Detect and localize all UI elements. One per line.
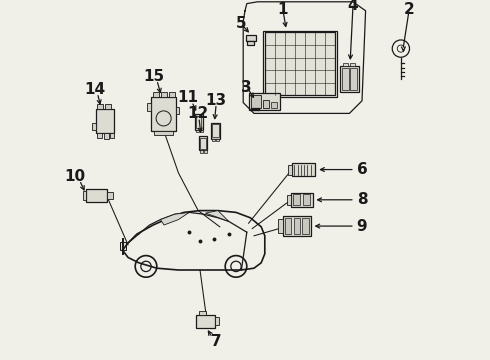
Bar bbox=[249, 93, 280, 110]
Bar bbox=[161, 92, 167, 97]
Bar bbox=[212, 139, 215, 141]
Bar bbox=[153, 92, 159, 97]
Text: 4: 4 bbox=[348, 0, 358, 13]
Bar bbox=[288, 195, 291, 205]
Bar bbox=[92, 123, 96, 130]
Bar bbox=[196, 315, 215, 328]
Text: 8: 8 bbox=[357, 192, 368, 207]
Text: 6: 6 bbox=[357, 162, 368, 177]
Bar bbox=[265, 32, 335, 95]
Bar bbox=[216, 139, 219, 141]
Text: 13: 13 bbox=[206, 93, 227, 108]
Bar bbox=[342, 68, 349, 90]
Bar bbox=[196, 116, 201, 128]
Text: 14: 14 bbox=[84, 82, 105, 97]
Bar bbox=[291, 193, 313, 207]
Text: 12: 12 bbox=[187, 106, 208, 121]
Bar bbox=[169, 92, 175, 97]
Bar bbox=[343, 63, 348, 66]
Bar bbox=[199, 136, 207, 150]
Bar bbox=[97, 104, 103, 109]
Bar bbox=[247, 41, 254, 45]
Bar bbox=[278, 219, 283, 233]
Bar bbox=[350, 63, 355, 66]
Polygon shape bbox=[160, 212, 189, 225]
Bar bbox=[97, 133, 102, 138]
Bar bbox=[215, 317, 220, 325]
Bar bbox=[200, 138, 206, 149]
Bar bbox=[147, 103, 151, 111]
Bar bbox=[176, 107, 179, 114]
Bar bbox=[86, 189, 107, 202]
Bar bbox=[154, 131, 173, 135]
Bar bbox=[293, 194, 300, 205]
Text: 10: 10 bbox=[65, 169, 86, 184]
Bar bbox=[195, 114, 202, 130]
Bar bbox=[292, 163, 315, 176]
Bar bbox=[288, 165, 292, 175]
Text: 2: 2 bbox=[403, 1, 414, 17]
Text: 15: 15 bbox=[144, 69, 165, 84]
Bar bbox=[271, 102, 277, 108]
Bar bbox=[204, 150, 207, 153]
Bar bbox=[283, 216, 311, 236]
Bar bbox=[110, 133, 114, 138]
Text: 5: 5 bbox=[235, 16, 246, 31]
Bar bbox=[350, 68, 357, 90]
Bar bbox=[200, 130, 203, 132]
Bar bbox=[341, 66, 359, 92]
Text: 11: 11 bbox=[177, 90, 198, 105]
Bar bbox=[199, 311, 206, 315]
Bar bbox=[196, 130, 198, 132]
Text: 9: 9 bbox=[357, 219, 368, 234]
Bar bbox=[212, 124, 219, 137]
Text: 7: 7 bbox=[211, 334, 221, 350]
Bar bbox=[303, 194, 310, 205]
Polygon shape bbox=[205, 211, 229, 221]
Bar bbox=[245, 35, 256, 41]
Bar bbox=[83, 191, 86, 200]
Bar bbox=[200, 150, 203, 153]
Bar bbox=[103, 133, 109, 139]
Text: 3: 3 bbox=[242, 80, 252, 95]
Bar bbox=[107, 192, 113, 199]
Bar bbox=[263, 100, 270, 108]
Bar bbox=[211, 123, 220, 139]
Bar bbox=[151, 97, 176, 131]
Bar bbox=[251, 95, 261, 108]
Bar bbox=[285, 218, 292, 234]
Bar bbox=[105, 104, 111, 109]
Bar bbox=[96, 109, 114, 133]
Text: 1: 1 bbox=[277, 1, 288, 17]
Bar bbox=[263, 31, 337, 97]
Bar bbox=[302, 218, 309, 234]
Bar bbox=[294, 218, 300, 234]
Bar bbox=[120, 242, 126, 250]
